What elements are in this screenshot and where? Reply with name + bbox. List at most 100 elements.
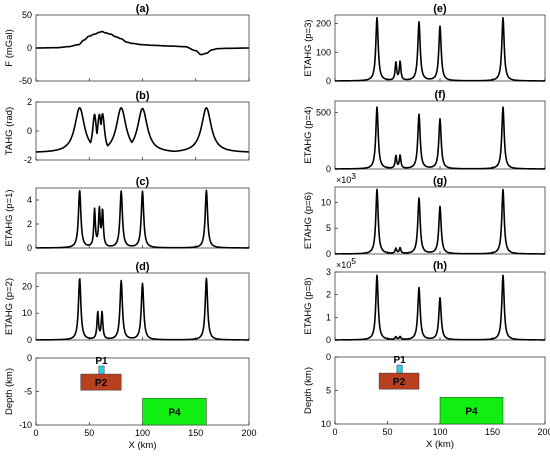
body-label-p2: P2: [393, 377, 406, 388]
y-tick-label: 0: [326, 352, 331, 362]
axes-box: [334, 14, 546, 82]
y-tick-label: -5: [24, 387, 32, 397]
y-axis-label: TAHG (rad): [4, 107, 15, 155]
y-tick-label: 2: [27, 97, 32, 107]
y-axis-label: ETAHG (p=3): [303, 19, 314, 76]
y-tick-label: 0: [326, 76, 331, 86]
chart-model-left: -10 -5 0 Depth (km) 0 50 100 150 200 X (km) P1 P2 P4: [4, 353, 257, 451]
y-axis-label: ETAHG (p=4): [303, 106, 314, 163]
y-tick-label: 10: [321, 419, 331, 429]
y-tick-label: -10: [19, 420, 32, 430]
panel-title: (f): [435, 89, 446, 101]
panel-title: (b): [135, 90, 149, 102]
exponent-base: ×10: [336, 175, 351, 185]
y-axis-label: ETAHG (p=1): [4, 189, 15, 246]
y-tick-label: 2: [27, 219, 32, 229]
y-tick-label: 4: [27, 195, 32, 205]
body-p2: [80, 373, 122, 391]
y-tick-label: -2: [24, 155, 32, 165]
panel-title: (g): [433, 175, 447, 187]
y-tick-label: 20: [22, 281, 32, 291]
y-tick-label: -50: [19, 76, 32, 86]
y-tick-label: 10: [22, 308, 32, 318]
series-line: [35, 107, 250, 153]
body-label-p4: P4: [168, 408, 181, 419]
y-tick-label: 0: [27, 353, 32, 363]
y-tick-label: 1: [326, 312, 331, 322]
x-tick-label: 0: [332, 427, 337, 437]
y-tick-label: 0: [27, 243, 32, 253]
body-p1: [396, 364, 403, 374]
chart-a: (a) -50 0 50 F (mGal): [4, 3, 250, 86]
x-tick-label: 150: [485, 427, 500, 437]
body-label-p2: P2: [95, 378, 108, 389]
y-axis-label: Depth (km): [4, 368, 15, 415]
y-tick-label: 0: [27, 335, 32, 345]
y-exponent-label: ×103: [336, 171, 356, 185]
chart-b: (b) -2 0 2 TAHG (rad): [4, 90, 250, 165]
y-tick-label: 10: [321, 197, 331, 207]
series-line: [35, 30, 250, 56]
x-tick-label: 100: [432, 427, 447, 437]
x-tick-label: 50: [84, 428, 94, 438]
chart-c: (c) 0 2 4 ETAHG (p=1): [4, 176, 250, 253]
exponent-power: 3: [351, 171, 356, 181]
axes-box: [334, 186, 546, 255]
series-line: [334, 106, 546, 170]
x-axis-label: X (km): [129, 440, 157, 451]
exponent-power: 5: [351, 256, 356, 266]
body-p2: [378, 372, 420, 390]
series-line: [334, 188, 546, 255]
y-tick-label: 0: [326, 164, 331, 174]
body-p4: [142, 397, 207, 426]
x-axis-label: X (km): [426, 439, 454, 450]
y-tick-label: 0: [27, 126, 32, 136]
body-label-p1: P1: [95, 356, 108, 367]
y-tick-label: 5: [326, 386, 331, 396]
series-line: [35, 189, 250, 249]
chart-model-right: 0 5 10 Depth (km) 0 50 100 150 200 X (km) P1 P2 P4: [303, 352, 550, 450]
y-axis-label: F (mGal): [4, 29, 15, 66]
y-tick-label: 0: [27, 43, 32, 53]
y-tick-label: 0: [326, 335, 331, 345]
body-p1: [98, 365, 105, 375]
x-tick-label: 100: [135, 428, 150, 438]
panel-title: (h): [433, 260, 447, 272]
y-axis-label: ETAHG (p=8): [303, 277, 314, 334]
panel-title: (c): [136, 176, 150, 188]
y-tick-label: 200: [316, 19, 331, 29]
panel-title: (e): [433, 3, 447, 15]
exponent-base: ×10: [336, 260, 351, 270]
y-axis-label: Depth (km): [303, 367, 314, 414]
x-tick-label: 150: [188, 428, 203, 438]
series-line: [35, 277, 250, 341]
axes-box: [35, 101, 250, 161]
x-tick-label: 0: [33, 428, 38, 438]
y-exponent-label: ×105: [336, 256, 356, 270]
series-line: [334, 16, 546, 82]
body-p4: [439, 396, 504, 425]
y-axis-label: ETAHG (p=6): [303, 192, 314, 249]
y-tick-label: 0: [326, 249, 331, 259]
chart-h: (h) 0 1 2 3 ETAHG (p=8) ×105: [303, 256, 546, 345]
x-tick-label: 200: [241, 428, 256, 438]
y-tick-label: 50: [22, 10, 32, 20]
axes-box: [334, 100, 546, 170]
axes-box: [35, 14, 250, 82]
panel-title: (a): [136, 3, 150, 15]
y-tick-label: 100: [316, 47, 331, 57]
y-tick-label: 500: [316, 107, 331, 117]
x-tick-label: 50: [382, 427, 392, 437]
chart-d: (d) 0 10 20 ETAHG (p=2): [4, 261, 250, 345]
body-label-p1: P1: [393, 355, 406, 366]
chart-g: (g) 0 5 10 ETAHG (p=6) ×103: [303, 171, 546, 259]
y-tick-label: 2: [326, 290, 331, 300]
y-tick-label: 3: [326, 267, 331, 277]
x-tick-label: 200: [537, 427, 550, 437]
y-tick-label: 5: [326, 223, 331, 233]
y-axis-label: ETAHG (p=2): [4, 278, 15, 335]
panel-title: (d): [135, 261, 149, 273]
